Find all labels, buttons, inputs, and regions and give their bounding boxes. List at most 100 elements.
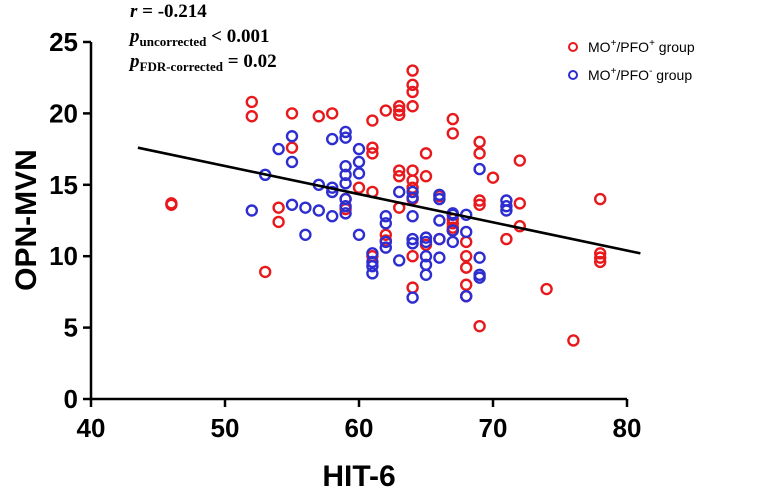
data-point-pfo-minus (473, 271, 486, 284)
data-point-pfo-minus (446, 224, 459, 237)
data-point-pfo-plus (393, 104, 406, 117)
data-point-pfo-plus (366, 141, 379, 154)
legend-label-pfo-minus: MO+/PFO- group (588, 66, 692, 83)
legend-label-pfo-plus: MO+/PFO+ group (588, 38, 695, 55)
data-point-pfo-plus (245, 95, 259, 109)
y-tick-label: 20 (49, 98, 78, 128)
data-point-pfo-plus (406, 281, 419, 294)
x-axis-title: HIT-6 (322, 460, 395, 491)
data-point-pfo-minus (419, 250, 433, 263)
data-point-pfo-plus (285, 107, 299, 120)
data-point-pfo-minus (393, 185, 406, 199)
data-point-pfo-plus (460, 261, 473, 274)
data-point-pfo-minus (406, 191, 419, 204)
data-point-pfo-plus (460, 278, 473, 291)
data-point-pfo-plus (326, 107, 339, 120)
data-point-pfo-minus (326, 132, 339, 146)
stat-r-symbol: r (130, 1, 138, 22)
data-point-pfo-plus (352, 181, 366, 194)
data-point-pfo-minus (285, 130, 299, 143)
data-point-pfo-minus (312, 204, 325, 217)
data-point-pfo-plus (500, 232, 513, 246)
data-point-pfo-plus (393, 170, 406, 183)
data-point-pfo-minus (339, 168, 352, 182)
data-point-pfo-minus (339, 125, 352, 139)
data-point-pfo-plus (594, 247, 607, 260)
data-point-pfo-plus (393, 100, 406, 113)
stat-r: r = -0.214 (130, 1, 207, 22)
data-point-pfo-minus (379, 241, 392, 254)
data-point-pfo-plus (285, 141, 299, 154)
data-point-pfo-plus (259, 265, 272, 279)
data-point-pfo-minus (272, 142, 285, 156)
data-point-pfo-minus (419, 268, 433, 281)
data-point-pfo-plus (594, 255, 607, 269)
data-point-pfo-plus (473, 135, 486, 149)
data-point-pfo-plus (594, 251, 607, 264)
y-tick-label: 5 (64, 313, 78, 343)
data-point-pfo-minus (460, 225, 473, 239)
y-tick-label: 0 (64, 384, 78, 414)
stat-p-fdr-subscript: FDR-corrected (140, 59, 224, 74)
data-point-pfo-minus (473, 251, 486, 264)
data-point-pfo-plus (419, 170, 433, 183)
data-point-pfo-minus (446, 235, 459, 249)
data-point-pfo-minus (433, 188, 446, 201)
data-point-pfo-minus (326, 185, 339, 199)
stat-p-uncorrected: puncorrected < 0.001 (128, 26, 269, 49)
data-point-pfo-plus (446, 127, 459, 140)
data-point-pfo-plus (486, 171, 500, 184)
data-point-pfo-minus (406, 210, 419, 223)
data-point-pfo-plus (513, 154, 526, 167)
data-point-pfo-minus (366, 267, 379, 280)
data-point-pfo-minus (379, 217, 392, 230)
regression-line-group (137, 146, 641, 255)
data-point-pfo-minus (245, 204, 259, 217)
stat-r-value: = -0.214 (137, 1, 207, 22)
data-point-pfo-plus (473, 194, 486, 207)
data-point-pfo-minus (406, 291, 419, 304)
data-point-pfo-minus (473, 162, 486, 176)
data-point-pfo-minus (339, 131, 352, 144)
y-tick-label: 25 (49, 27, 78, 57)
data-point-pfo-plus (567, 334, 580, 347)
data-point-pfo-plus (272, 215, 285, 229)
x-tick-label: 60 (345, 413, 374, 443)
data-point-pfo-minus (352, 167, 366, 180)
data-point-pfo-plus (473, 147, 486, 160)
data-point-pfo-plus (165, 198, 178, 211)
data-point-pfo-plus (312, 110, 325, 123)
data-point-pfo-minus (352, 228, 366, 241)
x-tick-label: 40 (77, 413, 106, 443)
data-point-pfo-minus (406, 185, 419, 199)
data-point-pfo-plus (419, 147, 433, 160)
data-point-pfo-plus (366, 147, 379, 160)
stat-p-value: < 0.001 (206, 26, 269, 47)
y-tick-label: 15 (49, 170, 78, 200)
data-point-pfo-plus (379, 104, 392, 117)
data-point-pfo-minus (339, 160, 352, 173)
data-point-pfo-plus (406, 78, 419, 92)
data-point-pfo-minus (339, 192, 352, 206)
data-point-pfo-minus (379, 235, 392, 249)
data-point-pfo-plus (513, 197, 526, 210)
stats-annotation: r = -0.214 puncorrected < 0.001 pFDR-cor… (128, 1, 277, 74)
data-point-pfo-plus (379, 228, 392, 241)
data-point-pfo-minus (419, 235, 433, 249)
regression-line (137, 146, 641, 255)
data-point-pfo-minus (433, 251, 446, 264)
data-point-pfo-plus (406, 250, 419, 263)
data-point-pfo-minus (339, 200, 352, 213)
data-point-pfo-minus (285, 155, 299, 169)
stat-p-fdr-symbol: p (128, 51, 140, 72)
data-point-pfo-minus (285, 198, 299, 211)
stat-p-symbol: p (128, 26, 140, 47)
data-point-pfo-plus (473, 319, 486, 333)
x-tick-label: 50 (211, 413, 240, 443)
data-point-pfo-minus (326, 210, 339, 223)
data-point-pfo-plus (272, 201, 285, 214)
data-point-pfo-plus (406, 64, 419, 77)
y-axis-title: OPN-MVN (10, 149, 43, 291)
data-point-pfo-minus (366, 259, 379, 273)
